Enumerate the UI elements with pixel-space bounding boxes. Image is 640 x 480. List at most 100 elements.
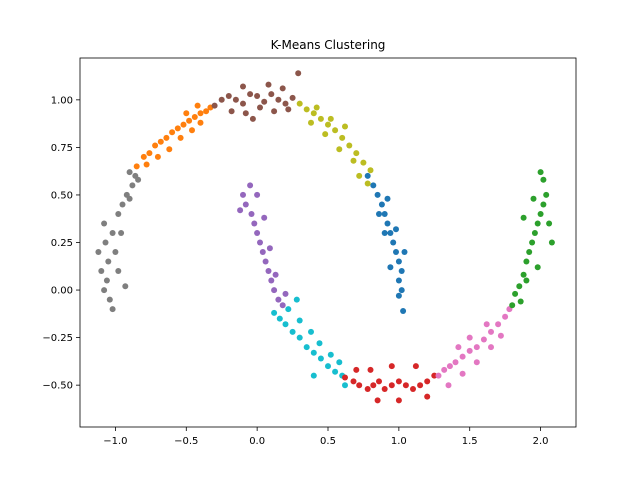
data-point — [466, 347, 473, 354]
data-point — [342, 123, 348, 130]
data-point — [103, 277, 110, 284]
data-point — [317, 355, 324, 362]
data-point — [325, 121, 331, 128]
cluster-9 — [509, 169, 555, 309]
data-point — [350, 157, 357, 164]
data-point — [285, 306, 292, 313]
data-point — [459, 370, 466, 377]
data-point — [395, 378, 402, 385]
data-point — [265, 268, 272, 274]
x-tick-label: 1.0 — [391, 436, 407, 447]
data-point — [261, 214, 268, 221]
data-point — [356, 172, 363, 179]
data-point — [540, 176, 547, 183]
data-point — [384, 195, 391, 202]
data-point — [126, 169, 133, 176]
data-point — [346, 142, 353, 149]
data-point — [339, 134, 346, 141]
data-point — [115, 211, 122, 217]
data-point — [376, 378, 382, 385]
data-point — [350, 378, 357, 385]
data-point — [446, 363, 453, 370]
x-tick-label: 2.0 — [533, 436, 549, 447]
data-point — [275, 296, 282, 303]
data-point — [203, 108, 210, 115]
data-point — [381, 386, 388, 392]
data-point — [289, 328, 296, 335]
data-point — [395, 397, 402, 404]
data-point — [431, 372, 438, 379]
data-point — [254, 230, 261, 236]
data-point — [502, 313, 509, 320]
data-point — [228, 108, 235, 115]
data-point — [189, 127, 195, 134]
data-point — [381, 230, 388, 236]
data-point — [240, 83, 246, 90]
data-point — [308, 119, 314, 126]
data-point — [251, 220, 258, 227]
data-point — [126, 195, 133, 202]
data-point — [266, 245, 273, 252]
data-point — [242, 110, 249, 117]
data-point — [360, 159, 367, 166]
data-point — [211, 102, 218, 109]
data-point — [119, 201, 126, 208]
data-point — [364, 180, 371, 187]
data-point — [388, 363, 395, 370]
data-point — [387, 230, 394, 236]
data-point — [268, 277, 275, 284]
data-point — [534, 264, 541, 271]
y-tick-label: 0.00 — [51, 286, 73, 297]
data-point — [537, 211, 544, 217]
data-point — [395, 292, 402, 299]
data-point — [122, 283, 129, 290]
data-point — [118, 230, 125, 236]
data-point — [424, 378, 431, 385]
data-point — [393, 249, 399, 255]
data-point — [370, 382, 377, 389]
data-point — [497, 332, 504, 339]
data-point — [445, 382, 452, 389]
data-point — [342, 382, 348, 389]
data-point — [530, 195, 537, 202]
data-point — [400, 308, 407, 314]
data-point — [186, 117, 193, 124]
data-point — [325, 363, 331, 370]
data-point — [293, 296, 300, 303]
data-point — [441, 366, 448, 373]
data-point — [378, 201, 385, 208]
data-point — [322, 131, 329, 138]
data-point — [95, 249, 102, 255]
y-tick-label: 0.50 — [51, 190, 73, 201]
data-point — [109, 306, 116, 313]
cluster-6 — [271, 296, 348, 389]
points-layer — [95, 70, 555, 404]
data-point — [257, 104, 263, 111]
data-point — [197, 119, 204, 126]
data-point — [254, 191, 261, 198]
data-point — [417, 382, 424, 389]
data-point — [316, 340, 323, 347]
data-point — [466, 334, 473, 341]
data-point — [146, 150, 153, 157]
data-point — [529, 239, 536, 246]
data-point — [282, 321, 289, 328]
data-point — [516, 283, 523, 290]
cluster-4 — [364, 172, 408, 314]
data-point — [259, 249, 266, 255]
cluster-2 — [211, 70, 302, 122]
data-point — [271, 108, 278, 115]
data-point — [381, 211, 388, 217]
data-point — [531, 230, 538, 236]
y-tick-label: 0.25 — [51, 238, 73, 249]
data-point — [520, 214, 527, 221]
data-point — [261, 98, 268, 105]
data-point — [271, 287, 278, 294]
data-point — [435, 372, 442, 379]
data-point — [240, 191, 246, 198]
data-point — [398, 287, 405, 294]
data-point — [279, 302, 286, 309]
data-point — [483, 321, 490, 328]
data-point — [295, 70, 302, 77]
data-point — [534, 220, 541, 227]
